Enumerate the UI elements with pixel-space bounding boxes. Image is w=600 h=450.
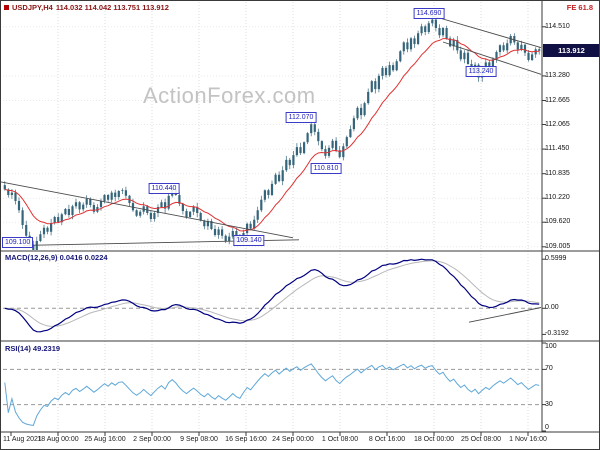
price-axis-label: 113.280	[545, 71, 570, 79]
price-annotation: 113.240	[465, 66, 497, 77]
price-axis-label: 112.665	[545, 96, 570, 104]
price-axis-label: 114.510	[545, 22, 570, 30]
price-axis-label: 109.005	[545, 242, 571, 250]
ohlc-values: 114.032 114.042 113.751 113.912	[55, 3, 169, 12]
price-annotation: 109.140	[233, 235, 265, 246]
time-axis-label: 9 Sep 08:00	[180, 436, 218, 443]
chart-header: USDJPY,H4 114.032 114.042 113.751 113.91…	[4, 3, 169, 12]
price-axis-label: 112.065	[545, 120, 570, 128]
price-annotation: 110.440	[148, 183, 180, 194]
time-axis-label: 16 Sep 16:00	[225, 436, 267, 443]
rsi-axis-label: 70	[545, 365, 553, 373]
indicator-level-lines	[3, 307, 541, 406]
macd-axis-label: 0.00	[545, 304, 559, 312]
time-axis-label: 11 Aug 2021	[3, 436, 42, 443]
panel-borders	[1, 1, 599, 436]
current-price-tag: 113.912	[543, 44, 599, 57]
price-axis-label: 110.220	[545, 194, 570, 202]
macd-line	[4, 258, 540, 333]
price-axis-label: 109.620	[545, 218, 571, 226]
time-axis-label: 25 Oct 08:00	[460, 436, 502, 443]
time-axis-label: 18 Aug 00:00	[37, 436, 79, 443]
time-axis-label: 1 Nov 16:00	[509, 436, 547, 443]
price-axis-label: 110.835	[545, 169, 570, 177]
candles	[3, 16, 541, 250]
macd-signal-line	[4, 260, 540, 327]
gridlines	[3, 2, 541, 431]
price-annotation: 109.100	[2, 237, 34, 248]
price-annotation: 114.690	[413, 8, 445, 19]
ma-line	[4, 38, 540, 232]
watermark: ActionForex.com	[143, 83, 316, 108]
rsi-axis-label: 100	[545, 343, 557, 350]
symbol-marker-icon	[4, 5, 9, 10]
macd-indicator-label: MACD(12,26,9) 0.0416 0.0224	[5, 253, 108, 262]
rsi-line	[4, 363, 540, 426]
macd-axis-label: -0.3192	[545, 330, 569, 338]
price-annotation: 110.810	[310, 163, 342, 174]
time-axis-label: 24 Sep 00:00	[272, 436, 314, 443]
rsi-indicator-label: RSI(14) 49.2319	[5, 344, 61, 353]
price-annotation: 112.070	[285, 112, 317, 123]
time-axis-label: 18 Oct 00:00	[413, 436, 455, 443]
time-axis-label: 25 Aug 16:00	[84, 436, 126, 443]
time-axis-label: 8 Oct 16:00	[368, 436, 406, 443]
price-axis-label: 111.450	[545, 145, 570, 153]
rsi-axis-label: 30	[545, 400, 553, 408]
macd-axis-label: 0.5999	[545, 255, 567, 263]
symbol-label: USDJPY,H4	[12, 3, 53, 12]
rsi-axis-label: 0	[545, 424, 549, 431]
time-axis-label: 1 Oct 08:00	[321, 436, 359, 443]
fib-extension-label: FE 61.8	[566, 3, 593, 12]
time-axis-label: 2 Sep 00:00	[133, 436, 171, 443]
